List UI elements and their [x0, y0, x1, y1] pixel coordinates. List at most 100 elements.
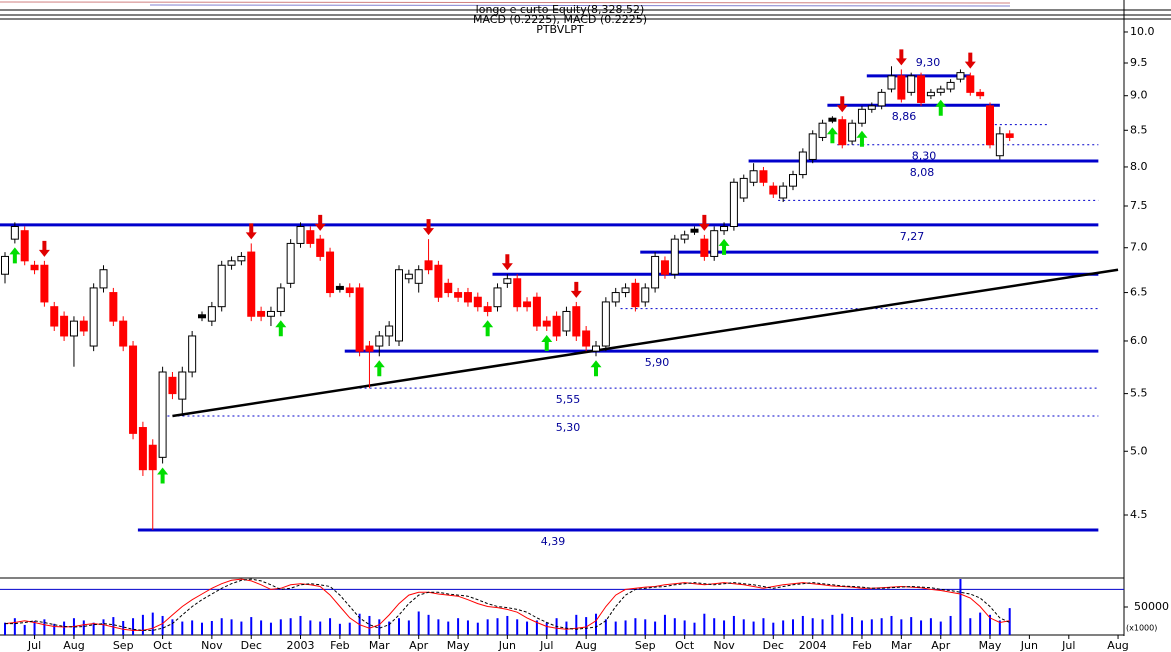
volume-bar: [23, 624, 26, 635]
candle-body: [808, 133, 817, 160]
candle-body: [572, 306, 581, 337]
volume-bar: [811, 618, 814, 635]
candle-body: [503, 278, 512, 284]
volume-bar: [792, 619, 794, 635]
candle-body: [286, 242, 295, 284]
volume-bar: [457, 618, 460, 635]
candle-body: [769, 185, 778, 195]
candle-body: [385, 325, 394, 337]
y-tick-label: 8.5: [1130, 123, 1148, 136]
candle-body: [79, 320, 88, 332]
x-tick-label: Mar: [369, 639, 390, 652]
volume-bar: [476, 622, 479, 635]
buy-arrow: [826, 127, 838, 144]
volume-bar: [53, 623, 56, 635]
volume-bar: [939, 621, 942, 635]
candle-body: [562, 310, 571, 332]
volume-bar: [693, 622, 696, 635]
candle-body: [119, 320, 128, 347]
header-text: longo e curto Equity(8,328.52): [476, 3, 645, 16]
volume-bar: [161, 615, 164, 635]
candle-body: [917, 75, 926, 103]
volume-unit: (x1000): [1126, 624, 1157, 633]
x-tick-label: Dec: [763, 639, 784, 652]
x-tick-label: Jun: [1020, 639, 1038, 652]
candle-body: [680, 234, 689, 240]
header-line: [149, 4, 1011, 7]
x-tick-label: Sep: [113, 639, 134, 652]
volume-bar: [801, 615, 804, 635]
volume-bar: [102, 619, 105, 635]
volume-bar: [535, 620, 538, 635]
candle-body: [986, 105, 994, 146]
volume-bar: [279, 619, 282, 635]
candle-body: [463, 292, 472, 303]
volume-bar: [723, 620, 726, 635]
volume-bar: [112, 617, 115, 635]
volume-bar: [496, 618, 499, 635]
buy-arrow: [541, 334, 553, 351]
volume-bar: [417, 611, 420, 635]
volume-bar: [319, 621, 322, 635]
header-text: PTBVLPT: [536, 23, 584, 36]
level-label: 4,39: [541, 535, 566, 548]
volume-bar: [831, 614, 834, 635]
sell-arrow: [570, 281, 582, 298]
candle-body: [129, 345, 138, 434]
candle-body: [444, 282, 453, 294]
candle-body: [1005, 133, 1014, 138]
candle-body: [848, 122, 857, 142]
volume-bar: [851, 617, 854, 635]
buy-arrow: [373, 360, 385, 377]
y-tick-label: 9.5: [1130, 56, 1148, 69]
volume-bar: [181, 621, 184, 635]
volume-bar: [43, 619, 46, 635]
candle-body: [798, 151, 807, 176]
candle-body: [326, 251, 335, 294]
candle-body: [779, 185, 788, 199]
header-text: MACD (0.2225), MACD (0.2225): [473, 13, 647, 26]
candle-body: [611, 292, 620, 303]
candle-body: [789, 174, 797, 187]
y-tick-label: 4.5: [1130, 508, 1148, 521]
level-label: 9,30: [916, 56, 941, 69]
volume-bar: [191, 620, 194, 635]
candle-body: [926, 91, 935, 97]
volume-bar: [466, 620, 469, 635]
x-tick-label: 2004: [799, 639, 827, 652]
volume-bar: [575, 614, 578, 635]
x-tick-label: Mar: [891, 639, 912, 652]
candle-body: [198, 314, 206, 319]
volume-tick-label: 50000: [1134, 600, 1169, 613]
candle-body: [857, 108, 866, 124]
candle-body: [148, 444, 157, 471]
x-tick-label: Jul: [1061, 639, 1075, 652]
header-line: [0, 1, 1011, 4]
buy-arrow: [275, 320, 287, 337]
sell-arrow: [423, 219, 435, 236]
candle-body: [838, 119, 847, 146]
volume-bar: [910, 617, 913, 635]
candle-body: [375, 335, 384, 347]
candle-body: [542, 320, 551, 327]
volume-bar: [713, 618, 716, 635]
volume-bar: [516, 619, 519, 635]
volume-bar: [4, 622, 6, 635]
volume-bar: [230, 619, 233, 635]
y-tick-label: 7.0: [1130, 241, 1148, 254]
candle-body: [887, 75, 896, 90]
candle-body: [907, 75, 916, 93]
candle-body: [227, 260, 236, 266]
y-tick-label: 5.0: [1130, 444, 1148, 457]
volume-bar: [644, 619, 647, 635]
candle-body: [995, 133, 1004, 157]
candle-body: [266, 310, 275, 317]
x-tick-label: Apr: [409, 639, 429, 652]
level-label: 8,86: [892, 110, 917, 123]
x-tick-label: Feb: [852, 639, 871, 652]
x-tick-label: May: [979, 639, 1002, 652]
y-tick-label: 6.0: [1130, 334, 1148, 347]
candle-body: [237, 255, 246, 262]
